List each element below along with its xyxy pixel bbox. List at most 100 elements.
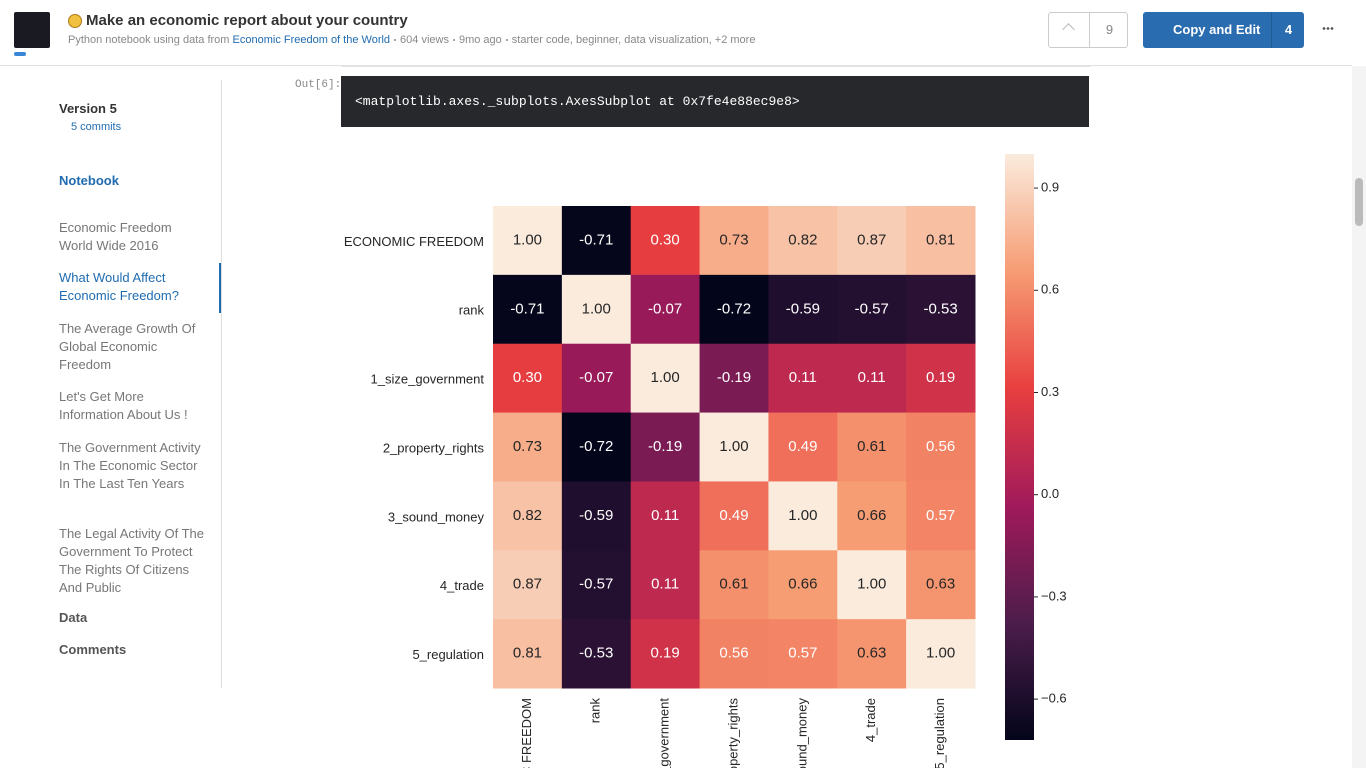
cell-label: -0.19 — [717, 369, 751, 386]
heatmap-cell — [630, 206, 701, 276]
cell-label: 0.66 — [788, 576, 817, 593]
cell-label: -0.19 — [648, 438, 682, 455]
heatmap-cell — [906, 619, 976, 689]
heatmap-cell — [768, 274, 838, 345]
toc-item[interactable]: What Would Affect Economic Freedom? — [59, 270, 179, 303]
heatmap-cell — [493, 274, 563, 345]
colorbar-tick-label: −0.3 — [1041, 588, 1067, 603]
heatmap-cell — [630, 412, 701, 482]
heatmap-cell — [493, 412, 563, 482]
toc-item[interactable]: The Average Growth Of Global Economic Fr… — [59, 321, 196, 372]
y-tick-label: 4_trade — [440, 578, 484, 593]
heatmap-cell — [699, 412, 769, 482]
colorbar-tick-label: 0.0 — [1041, 486, 1059, 501]
medal-icon — [68, 14, 82, 28]
toc-item[interactable]: The Government Activity In The Economic … — [59, 440, 201, 491]
y-tick-label: ECONOMIC FREEDOM — [344, 234, 484, 249]
nav-comments[interactable]: Comments — [59, 642, 127, 657]
cell-label: 0.19 — [651, 645, 680, 662]
cell-label: 0.82 — [788, 231, 817, 248]
heatmap-cell — [768, 206, 838, 276]
heatmap-cell — [630, 550, 701, 620]
cell-label: 0.11 — [789, 369, 817, 386]
heatmap-cell — [630, 619, 701, 689]
x-tick-label: ECONOMIC FREEDOM — [519, 698, 534, 768]
x-tick-label: 2_property_rights — [725, 698, 740, 768]
heatmap-cell — [906, 206, 976, 276]
toc-item[interactable]: Economic Freedom World Wide 2016 — [59, 220, 172, 253]
avatar[interactable] — [14, 12, 50, 48]
cell-label: -0.53 — [579, 645, 613, 662]
toc-item[interactable]: The Legal Activity Of The Government To … — [59, 526, 204, 595]
vote-box[interactable]: 9 — [1048, 12, 1128, 48]
source-prefix: Python notebook using data from — [68, 34, 230, 46]
heatmap-cell — [630, 343, 701, 414]
colorbar — [1005, 154, 1034, 740]
heatmap-cell — [837, 343, 907, 414]
cell-label: 1.00 — [651, 369, 680, 386]
y-tick-label: rank — [459, 303, 485, 318]
cell-label: 0.30 — [651, 231, 680, 248]
nav-notebook[interactable]: Notebook — [59, 173, 119, 188]
heatmap-cell — [699, 274, 769, 345]
heatmap-cell — [906, 550, 976, 620]
heatmap-cell — [837, 206, 907, 276]
output-box: <matplotlib.axes._subplots.AxesSubplot a… — [341, 76, 1089, 127]
commits[interactable]: 5 commits — [71, 121, 122, 133]
cell-label: 0.56 — [926, 438, 955, 455]
cell-label: 0.66 — [857, 507, 886, 524]
cell-label: -0.07 — [648, 300, 682, 317]
cell-label: 0.82 — [513, 507, 542, 524]
heatmap-cell — [630, 274, 701, 345]
heatmap-cell — [699, 206, 769, 276]
y-tick-label: 5_regulation — [412, 647, 484, 662]
cell-label: 0.73 — [719, 231, 748, 248]
toc-item[interactable]: Let's Get More Information About Us ! — [59, 389, 188, 422]
views: 604 views — [400, 34, 449, 46]
heatmap-cell — [561, 619, 632, 689]
notebook-title: Make an economic report about your count… — [86, 12, 408, 29]
cell-label: 1.00 — [857, 576, 886, 593]
copy-edit-button[interactable]: Copy and Edit 4 — [1143, 12, 1304, 48]
output-text: <matplotlib.axes._subplots.AxesSubplot a… — [355, 94, 800, 109]
cell-label: -0.57 — [855, 300, 889, 317]
heatmap-cell — [493, 343, 563, 414]
source-link[interactable]: Economic Freedom of the World — [232, 34, 391, 46]
colorbar-tick-label: 0.3 — [1041, 384, 1059, 399]
cell-label: 0.61 — [719, 576, 748, 593]
cell-label: 0.11 — [858, 369, 886, 386]
cell-label: 1.00 — [926, 645, 955, 662]
age: 9mo ago — [458, 34, 502, 46]
heatmap-cell — [699, 619, 769, 689]
heatmap-cell — [493, 619, 563, 689]
cell-label: -0.53 — [923, 300, 957, 317]
colorbar-tick-label: −0.6 — [1041, 691, 1067, 706]
heatmap-cell — [837, 619, 907, 689]
cell-label: 0.61 — [857, 438, 886, 455]
heatmap-cell — [768, 619, 838, 689]
x-tick-label: 1_size_government — [657, 698, 672, 768]
heatmap-cell — [837, 412, 907, 482]
cell-label: -0.71 — [510, 300, 544, 317]
heatmap-cell — [837, 550, 907, 620]
cell-label: -0.72 — [717, 300, 751, 317]
out-prompt: Out[6]: — [295, 79, 342, 91]
subtitle: Python notebook using data from Economic… — [68, 34, 755, 46]
header: Make an economic report about your count… — [0, 0, 1352, 66]
heatmap-cell — [837, 481, 907, 551]
cell-label: -0.71 — [579, 231, 613, 248]
cell-label: 0.11 — [651, 576, 679, 593]
heatmap-cell — [906, 274, 976, 345]
cell-label: -0.57 — [579, 576, 613, 593]
x-tick-label: 5_regulation — [932, 698, 947, 768]
cell-label: 0.81 — [513, 645, 542, 662]
nav-data[interactable]: Data — [59, 610, 88, 625]
heatmap-cell — [493, 481, 563, 551]
heatmap-cell — [699, 343, 769, 414]
tags[interactable]: starter code, beginner, data visualizati… — [511, 34, 756, 46]
cell-label: -0.72 — [579, 438, 613, 455]
heatmap-cell — [768, 412, 838, 482]
vote-count: 9 — [1089, 13, 1129, 47]
more-menu[interactable] — [1322, 27, 1334, 30]
